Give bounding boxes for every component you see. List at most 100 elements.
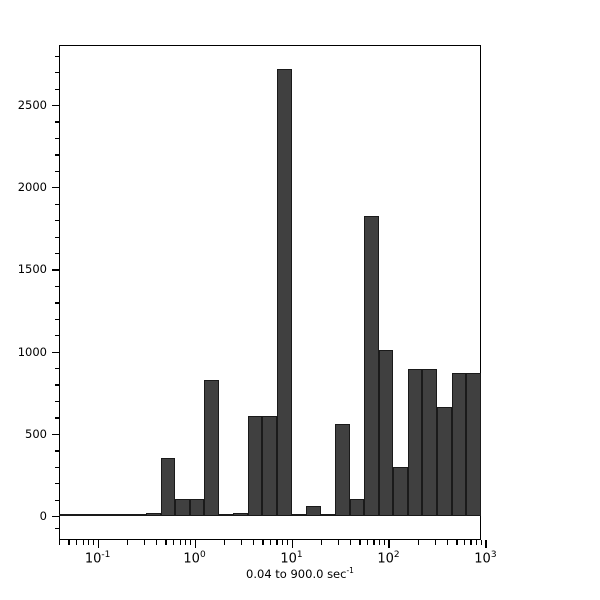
y-axis-tick-label: 1000 bbox=[17, 344, 47, 359]
y-axis-tick bbox=[52, 516, 59, 518]
y-axis-minor-tick bbox=[55, 466, 59, 468]
x-axis-minor-tick bbox=[173, 540, 175, 545]
histogram-bar bbox=[73, 514, 88, 516]
histogram-bar bbox=[276, 68, 292, 516]
y-axis-tick-label: 0 bbox=[39, 509, 47, 523]
y-axis-tick-label: 500 bbox=[25, 426, 47, 441]
y-axis-minor-tick bbox=[55, 528, 59, 530]
histogram-bar bbox=[131, 514, 147, 516]
x-axis-minor-tick bbox=[379, 540, 381, 545]
x-axis-minor-tick bbox=[93, 540, 95, 545]
histogram-bar bbox=[393, 466, 408, 516]
y-axis-minor-tick bbox=[55, 302, 59, 304]
y-axis-minor-tick bbox=[55, 252, 59, 255]
y-axis-minor-tick bbox=[55, 483, 59, 485]
y-axis-minor-tick bbox=[55, 154, 59, 156]
x-axis-minor-tick bbox=[373, 540, 375, 545]
x-axis-minor-tick bbox=[76, 540, 78, 545]
histogram-bar bbox=[451, 372, 467, 516]
histogram-bar bbox=[160, 457, 176, 516]
x-axis-minor-tick bbox=[384, 540, 386, 545]
histogram-bar bbox=[422, 368, 437, 516]
histogram-bar bbox=[233, 512, 248, 516]
y-axis-minor-tick bbox=[55, 121, 59, 123]
x-axis-minor-tick bbox=[143, 540, 146, 545]
plot-area bbox=[59, 45, 481, 516]
y-axis-minor-tick bbox=[55, 450, 59, 452]
x-axis-minor-tick bbox=[463, 540, 466, 545]
x-axis-minor-tick bbox=[190, 540, 192, 545]
x-axis-tick-label: 100 bbox=[183, 550, 206, 567]
x-axis-minor-tick bbox=[446, 540, 449, 545]
y-axis-tick bbox=[52, 269, 59, 271]
x-axis-minor-tick bbox=[476, 540, 478, 545]
x-axis-minor-tick bbox=[88, 540, 90, 545]
histogram-bars bbox=[59, 45, 481, 516]
y-axis-minor-tick bbox=[55, 368, 59, 370]
histogram-bar bbox=[305, 506, 321, 516]
x-axis-minor-tick bbox=[68, 540, 70, 545]
histogram-bar bbox=[189, 498, 205, 516]
histogram-bar bbox=[218, 513, 234, 516]
x-axis-minor-tick bbox=[470, 540, 472, 545]
histogram-bar bbox=[262, 415, 277, 516]
x-axis-minor-tick bbox=[320, 540, 322, 545]
histogram-bar bbox=[59, 514, 74, 516]
y-axis-minor-tick bbox=[55, 318, 59, 321]
x-axis-minor-tick bbox=[185, 540, 187, 545]
y-axis-tick bbox=[52, 187, 59, 189]
x-axis-tick bbox=[388, 540, 390, 548]
histogram-bar bbox=[364, 215, 379, 516]
x-axis-minor-tick bbox=[287, 540, 289, 545]
x-axis-minor-tick bbox=[270, 540, 272, 545]
x-axis-minor-tick bbox=[481, 540, 483, 545]
histogram-bar bbox=[87, 514, 103, 516]
histogram-bar bbox=[116, 514, 132, 516]
y-axis-minor-tick bbox=[55, 203, 59, 205]
x-axis-minor-tick bbox=[282, 540, 284, 545]
y-axis-minor-tick bbox=[55, 170, 59, 173]
x-axis-minor-tick bbox=[223, 540, 226, 545]
x-axis-minor-tick bbox=[165, 540, 167, 545]
histogram-bar bbox=[407, 368, 423, 516]
x-axis-tick-label: 103 bbox=[474, 550, 497, 567]
y-axis-minor-tick bbox=[55, 499, 59, 501]
x-axis-tick bbox=[194, 540, 196, 548]
y-axis-tick bbox=[52, 105, 59, 107]
histogram-bar bbox=[247, 415, 263, 516]
x-axis-minor-tick bbox=[126, 540, 129, 545]
y-axis-tick bbox=[52, 433, 59, 436]
histogram-bar bbox=[466, 372, 481, 516]
y-axis-minor-tick bbox=[55, 72, 59, 74]
histogram-bar bbox=[436, 406, 452, 516]
x-axis-minor-tick bbox=[155, 540, 158, 545]
x-axis-tick bbox=[291, 540, 293, 548]
y-axis-minor-tick bbox=[55, 55, 59, 57]
y-axis-tick bbox=[52, 351, 59, 353]
y-axis-minor-tick bbox=[55, 335, 59, 337]
histogram-bar bbox=[349, 498, 365, 516]
x-axis-minor-tick bbox=[276, 540, 278, 545]
x-axis-minor-tick bbox=[417, 540, 419, 545]
histogram-bar bbox=[102, 514, 117, 516]
histogram-bar bbox=[146, 512, 161, 516]
y-axis-minor-tick bbox=[55, 137, 59, 140]
y-axis-tick-label: 1500 bbox=[17, 262, 47, 277]
x-axis-tick-label: 10-1 bbox=[84, 550, 111, 567]
x-axis-minor-tick bbox=[82, 540, 84, 545]
x-axis-minor-tick bbox=[349, 540, 352, 545]
x-axis-minor-tick bbox=[240, 540, 243, 545]
x-axis-tick-label: 101 bbox=[280, 550, 303, 567]
x-axis-tick bbox=[485, 540, 487, 548]
x-axis-minor-tick bbox=[59, 540, 61, 545]
x-axis-minor-tick bbox=[359, 540, 361, 545]
x-axis-minor-tick bbox=[252, 540, 255, 545]
histogram-bar bbox=[320, 514, 336, 516]
x-axis-minor-tick bbox=[434, 540, 437, 545]
y-axis-minor-tick bbox=[55, 88, 59, 90]
x-axis-minor-tick bbox=[337, 540, 340, 545]
y-axis-minor-tick bbox=[55, 285, 59, 288]
x-axis-minor-tick bbox=[262, 540, 264, 545]
x-axis-tick bbox=[97, 540, 99, 548]
